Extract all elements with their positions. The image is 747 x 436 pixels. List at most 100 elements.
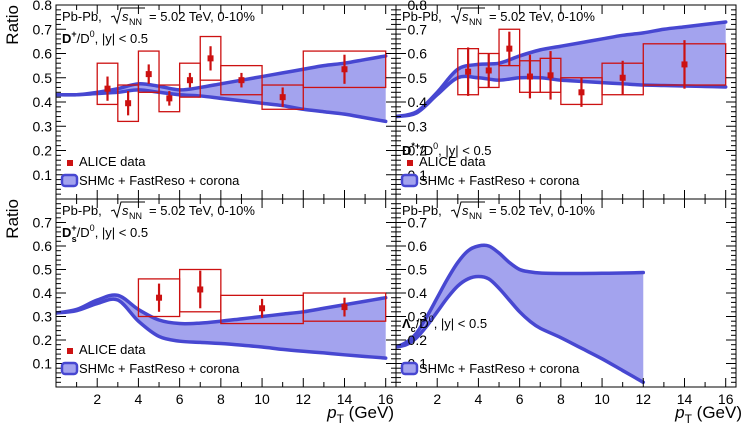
legend-data-label: ALICE data (79, 154, 146, 169)
x-tick-label: 10 (594, 391, 610, 407)
x-tick-label: 10 (254, 391, 270, 407)
y-tick-label: 0.7 (408, 215, 428, 231)
y-tick-label: 0.6 (33, 238, 53, 254)
x-tick-label: 8 (557, 391, 565, 407)
y-tick-label: 0.6 (33, 46, 53, 62)
y-tick-label: 0.1 (33, 167, 53, 183)
y-tick-label: 0.4 (33, 94, 53, 110)
legend-model-swatch (60, 173, 79, 188)
sqrt-s-symbol: s (462, 9, 469, 24)
collision-system-label: Pb-Pb, (62, 203, 102, 218)
legend-model-swatch (400, 361, 419, 376)
ratio-label: D+/D0, |y| < 0.5 (62, 29, 148, 46)
x-tick-label: 6 (516, 391, 524, 407)
data-point (186, 77, 193, 84)
y-tick-label: 0.7 (33, 21, 53, 37)
data-point (578, 89, 585, 96)
x-tick-label: 2 (433, 391, 441, 407)
x-axis-title-right: pT (GeV) (674, 403, 742, 426)
ratio-label: D+ s/D0, |y| < 0.5 (62, 223, 148, 244)
ratio-label: Λc/D0, |y| < 0.5 (402, 314, 487, 334)
plot-area (56, 35, 388, 124)
ratio-label: D*+/D0, |y| < 0.5 (402, 141, 492, 158)
sqrt-sign (110, 201, 145, 219)
y-tick-label: 0.4 (408, 285, 428, 301)
panel-top-right: 0.10.20.30.40.50.60.70.8Pb-Pb, s NN = 5.02 … (395, 0, 737, 200)
collision-system-label: Pb-Pb, (402, 203, 442, 218)
y-axis-title-bottom: Ratio (3, 199, 22, 239)
y-tick-label: 0.8 (33, 0, 53, 13)
legend-model-label: SHMc + FastReso + corona (419, 173, 580, 188)
model-band-lower-edge (56, 297, 388, 360)
data-point (156, 294, 163, 301)
data-point (485, 67, 492, 74)
legend-data-marker (67, 160, 73, 166)
y-tick-label: 0.5 (33, 70, 53, 86)
data-point (238, 77, 245, 84)
x-tick-label: 4 (475, 391, 483, 407)
energy-centrality-label: = 5.02 TeV, 0-10% (149, 203, 255, 218)
data-point (341, 304, 348, 311)
sqrt-s-symbol: s (122, 9, 129, 24)
energy-centrality-label: = 5.02 TeV, 0-10% (149, 9, 255, 24)
sqrt-s-symbol: s (462, 203, 469, 218)
y-tick-label: 0.2 (33, 332, 53, 348)
y-tick-label: 0.1 (33, 356, 53, 372)
y-tick-label: 0.5 (408, 262, 428, 278)
systematic-box (220, 64, 263, 96)
x-tick-label: 16 (378, 391, 394, 407)
x-tick-label: 12 (635, 391, 651, 407)
data-point (526, 73, 533, 80)
x-tick-label: 14 (677, 391, 693, 407)
data-point (207, 55, 214, 62)
y-tick-label: 0.2 (408, 332, 428, 348)
y-tick-label: 0.3 (408, 118, 428, 134)
systematic-box (178, 268, 222, 313)
data-point (197, 286, 204, 293)
collision-system-label: Pb-Pb, (62, 9, 102, 24)
y-tick-label: 0.8 (408, 0, 428, 13)
data-point (104, 85, 111, 92)
y-tick-label: 0.7 (33, 215, 53, 231)
y-tick-label: 0.6 (408, 238, 428, 254)
y-tick-label: 0.2 (408, 143, 428, 159)
y-tick-label: 0.5 (33, 262, 53, 278)
data-point (279, 94, 286, 101)
legend-model-label: SHMc + FastReso + corona (79, 173, 240, 188)
nn-subscript: NN (469, 211, 482, 221)
y-tick-label: 0.2 (33, 143, 53, 159)
panel-bottom-left: 2 4 6 8 10 12 14 16 0.1 0.2 0.3 0.4 0.5 0.6 0.7 Pb-Pb, s… (33, 198, 397, 407)
legend-data-label: ALICE data (79, 342, 146, 357)
x-tick-label: 12 (295, 391, 311, 407)
plot-area (396, 243, 646, 385)
energy-centrality-label: = 5.02 TeV, 0-10% (489, 9, 595, 24)
sqrt-s-symbol: s (122, 203, 129, 218)
y-tick-label: 0.6 (408, 46, 428, 62)
nn-subscript: NN (129, 211, 142, 221)
systematic-box (302, 292, 387, 322)
data-point (681, 61, 688, 68)
sqrt-sign (110, 7, 145, 25)
data-point (547, 72, 554, 79)
y-tick-label: 0.5 (408, 70, 428, 86)
x-tick-label: 4 (135, 391, 143, 407)
sqrt-sign (450, 7, 485, 25)
x-tick-label: 2 (93, 391, 101, 407)
legend-model-label: SHMc + FastReso + corona (79, 361, 240, 376)
systematic-box (302, 50, 387, 89)
systematic-box (158, 84, 181, 113)
energy-centrality-label: = 5.02 TeV, 0-10% (489, 203, 595, 218)
data-point (259, 305, 266, 312)
systematic-box (261, 84, 304, 110)
y-tick-label: 0.3 (33, 309, 53, 325)
y-tick-label: 0.4 (408, 94, 428, 110)
plot-area (396, 20, 728, 119)
systematic-box (199, 35, 222, 81)
x-tick-label: 16 (718, 391, 734, 407)
legend-data-label: ALICE data (419, 154, 486, 169)
data-point (341, 66, 348, 73)
legend-data-marker (67, 348, 73, 354)
data-point (125, 100, 132, 107)
